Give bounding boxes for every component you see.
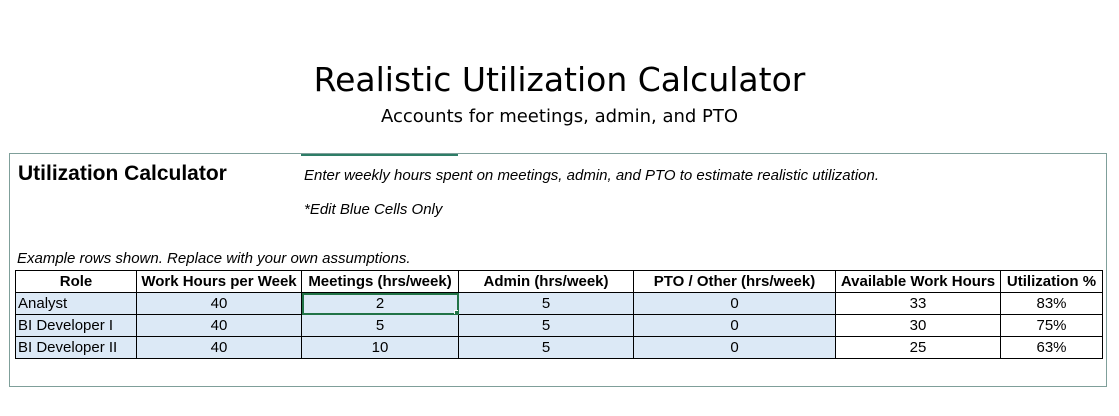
cell-meetings-value: 2 (375, 295, 385, 312)
table-header-row: Role Work Hours per Week Meetings (hrs/w… (15, 270, 1103, 293)
utilization-table: Role Work Hours per Week Meetings (hrs/w… (15, 270, 1103, 359)
column-header-pto[interactable]: PTO / Other (hrs/week) (633, 270, 836, 293)
cell-available-hours[interactable]: 30 (835, 314, 1001, 337)
cell-meetings-selected[interactable]: 2 (301, 292, 459, 315)
cell-available-hours[interactable]: 33 (835, 292, 1001, 315)
cell-admin[interactable]: 5 (458, 314, 634, 337)
column-header-admin[interactable]: Admin (hrs/week) (458, 270, 634, 293)
page-title: Realistic Utilization Calculator (313, 60, 806, 99)
spreadsheet-area: Utilization Calculator Enter weekly hour… (9, 153, 1107, 387)
cell-work-hours[interactable]: 40 (136, 336, 302, 359)
cell-utilization[interactable]: 83% (1000, 292, 1103, 315)
page-subtitle: Accounts for meetings, admin, and PTO (380, 106, 739, 127)
column-header-utilization[interactable]: Utilization % (1000, 270, 1103, 293)
cell-pto[interactable]: 0 (633, 336, 836, 359)
cell-available-hours[interactable]: 25 (835, 336, 1001, 359)
cell-meetings[interactable]: 10 (301, 336, 459, 359)
table-row: Analyst 40 2 5 0 33 83% (15, 292, 1103, 315)
cell-meetings[interactable]: 5 (301, 314, 459, 337)
cell-work-hours[interactable]: 40 (136, 314, 302, 337)
cell-pto[interactable]: 0 (633, 314, 836, 337)
cell-utilization[interactable]: 63% (1000, 336, 1103, 359)
edit-note[interactable]: *Edit Blue Cells Only (304, 201, 443, 218)
column-header-work-hours[interactable]: Work Hours per Week (136, 270, 302, 293)
cell-admin[interactable]: 5 (458, 292, 634, 315)
table-row: BI Developer II 40 10 5 0 25 63% (15, 336, 1103, 359)
cell-role[interactable]: BI Developer I (15, 314, 137, 337)
cell-work-hours[interactable]: 40 (136, 292, 302, 315)
cell-role[interactable]: Analyst (15, 292, 137, 315)
fill-handle[interactable] (454, 310, 458, 314)
cell-admin[interactable]: 5 (458, 336, 634, 359)
sheet-accent-bar (301, 154, 458, 156)
column-header-meetings[interactable]: Meetings (hrs/week) (301, 270, 459, 293)
cell-utilization[interactable]: 75% (1000, 314, 1103, 337)
example-note[interactable]: Example rows shown. Replace with your ow… (17, 250, 411, 267)
calculator-title[interactable]: Utilization Calculator (18, 162, 227, 185)
table-row: BI Developer I 40 5 5 0 30 75% (15, 314, 1103, 337)
column-header-available-hours[interactable]: Available Work Hours (835, 270, 1001, 293)
instructions-text[interactable]: Enter weekly hours spent on meetings, ad… (304, 167, 880, 184)
column-header-role[interactable]: Role (15, 270, 137, 293)
cell-role[interactable]: BI Developer II (15, 336, 137, 359)
cell-pto[interactable]: 0 (633, 292, 836, 315)
